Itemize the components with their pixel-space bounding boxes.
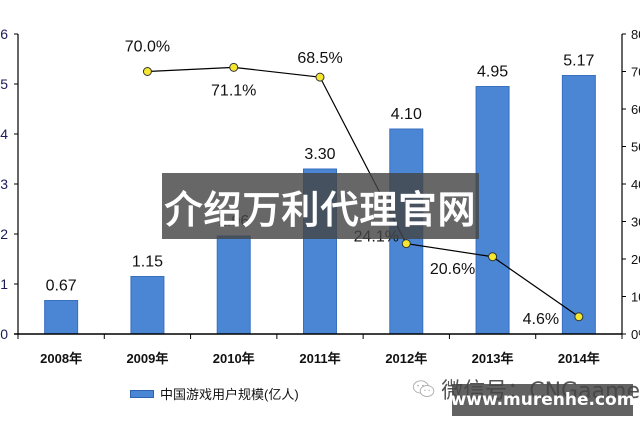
bar <box>475 86 510 335</box>
legend-label: 中国游戏用户规模(亿人) <box>160 387 299 402</box>
right-axis-tick-label: 60% <box>631 102 640 117</box>
line-marker <box>401 239 411 249</box>
bar <box>561 75 596 335</box>
x-axis-category-label: 2013年 <box>472 351 514 366</box>
bar-value-label: 5.17 <box>563 53 594 70</box>
left-axis-tick-label: 6 <box>0 26 8 42</box>
right-axis-tick-label: 80% <box>631 27 640 42</box>
line-value-label: 4.6% <box>523 311 559 328</box>
right-axis-tick-label: 20% <box>631 252 640 267</box>
right-axis-tick-label: 30% <box>631 215 640 230</box>
line-marker <box>142 67 152 76</box>
bar-value-label: 1.15 <box>132 254 163 271</box>
right-axis-tick-label: 70% <box>631 65 640 80</box>
bar-value-label: 4.95 <box>477 64 508 81</box>
x-axis-category-label: 2010年 <box>213 351 255 366</box>
left-axis-tick-label: 1 <box>0 276 8 292</box>
site-url-banner: www.murenhe.com <box>451 384 634 416</box>
line-value-label: 70.0% <box>125 39 170 56</box>
chart-legend: 中国游戏用户规模(亿人) <box>130 384 299 403</box>
right-axis-tick-label: 10% <box>631 290 640 305</box>
line-marker <box>574 312 584 322</box>
left-axis-tick-label: 0 <box>0 326 8 342</box>
legend-swatch-bar <box>130 389 154 398</box>
right-axis-tick-label: 40% <box>631 177 640 192</box>
bar-value-label: 3.30 <box>304 146 335 163</box>
overlay-banner: 介绍万利代理官网 <box>162 173 479 239</box>
bar-data-labels: 0.671.151.963.304.104.955.17 <box>46 53 595 295</box>
bar <box>216 235 251 335</box>
right-axis-tick-label: 0% <box>631 327 640 342</box>
x-axis-category-label: 2014年 <box>558 351 600 366</box>
x-axis-category-label: 2011年 <box>299 351 340 366</box>
left-y-axis: 0 1 2 3 4 5 6 <box>0 26 19 342</box>
right-y-axis: 0% 10% 20% 30% 40% 50% 60% 70% 80% <box>621 27 640 342</box>
line-value-label: 71.1% <box>211 82 256 99</box>
left-axis-tick-label: 5 <box>0 76 8 92</box>
wechat-icon <box>412 380 435 397</box>
x-axis: 2008年 2009年 2010年 2011年 2012年 2013年 2014年 <box>14 333 623 366</box>
left-axis-tick-label: 4 <box>0 126 8 142</box>
bar-value-label: 0.67 <box>46 278 77 295</box>
right-axis-tick-label: 50% <box>631 140 640 155</box>
left-axis-tick-label: 3 <box>0 176 8 192</box>
line-marker <box>488 252 498 262</box>
line-marker <box>315 72 325 82</box>
x-axis-category-label: 2012年 <box>385 351 427 366</box>
bar <box>44 300 79 335</box>
bar <box>130 276 165 335</box>
line-value-label: 20.6% <box>430 261 475 278</box>
bar-value-label: 4.10 <box>391 106 422 123</box>
line-marker <box>229 62 239 72</box>
x-axis-category-label: 2009年 <box>126 351 168 366</box>
line-value-label: 68.5% <box>297 50 342 67</box>
left-axis-tick-label: 2 <box>0 226 8 242</box>
x-axis-category-label: 2008年 <box>40 351 82 366</box>
